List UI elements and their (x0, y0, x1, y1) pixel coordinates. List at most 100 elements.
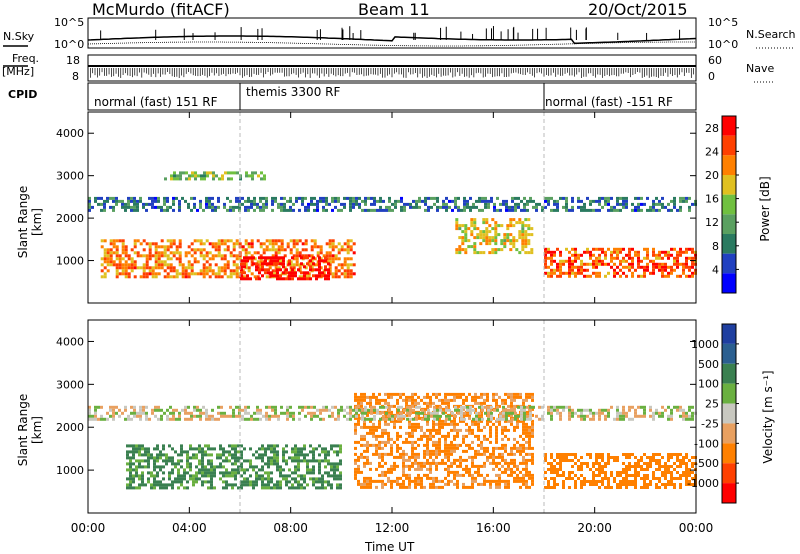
power-cell (298, 208, 301, 212)
velocity-cell (691, 417, 694, 421)
velocity-cell (432, 422, 435, 426)
velocity-cell (456, 473, 459, 477)
power-cell (307, 272, 311, 276)
velocity-cell (147, 456, 150, 460)
velocity-cell (456, 470, 459, 474)
power-cell (271, 202, 274, 206)
power-cell (527, 227, 531, 231)
power-cell (289, 266, 293, 270)
power-cell (190, 248, 194, 252)
velocity-cell (174, 450, 177, 454)
velocity-cell (435, 461, 438, 465)
power-cell (306, 271, 309, 275)
velocity-cell (297, 468, 300, 472)
power-cell (352, 196, 355, 200)
velocity-cell (429, 476, 432, 480)
power-cell (277, 245, 281, 249)
power-cell (226, 263, 230, 267)
velocity-cell (628, 462, 631, 465)
power-cell (252, 256, 255, 260)
power-cell (652, 247, 655, 251)
velocity-cell (327, 480, 330, 484)
power-cell (280, 248, 284, 252)
velocity-cell (297, 465, 300, 469)
velocity-cell (177, 468, 180, 472)
velocity-cell (444, 419, 447, 423)
velocity-cell (201, 471, 204, 475)
power-cell (571, 268, 574, 272)
velocity-cell (186, 486, 189, 490)
velocity-cell (319, 411, 322, 415)
power-cell (655, 196, 658, 200)
power-cell (214, 263, 218, 267)
velocity-cell (471, 461, 474, 465)
power-cell (230, 177, 233, 181)
power-cell (136, 266, 140, 270)
power-cell (258, 256, 261, 260)
velocity-cell (462, 485, 465, 489)
velocity-cell (685, 480, 688, 483)
power-cell (325, 196, 328, 200)
velocity-cell (357, 482, 360, 486)
velocity-cell (363, 476, 366, 480)
power-cell (454, 199, 457, 203)
power-cell (103, 260, 107, 264)
velocity-cell (186, 456, 189, 460)
velocity-cell (501, 425, 504, 429)
power-cell (610, 196, 613, 200)
velocity-cell (336, 450, 339, 454)
velocity-cell (177, 477, 180, 481)
velocity-cell (399, 452, 402, 456)
velocity-cell (571, 477, 574, 480)
velocity-cell (529, 408, 532, 412)
power-cell (664, 268, 667, 272)
velocity-cell (556, 471, 559, 474)
velocity-cell (150, 483, 153, 487)
velocity-cell (438, 479, 441, 483)
power-cell (482, 236, 486, 240)
velocity-cell (466, 405, 469, 409)
velocity-cell (339, 450, 342, 454)
velocity-cell (315, 447, 318, 451)
velocity-cell (390, 437, 393, 441)
power-cell (247, 205, 250, 209)
power-cell (511, 196, 514, 200)
power-cell (328, 254, 332, 258)
cpid-panel-frame (87, 82, 697, 111)
power-cell (476, 251, 480, 255)
velocity-cell (510, 473, 513, 477)
velocity-cell (282, 447, 285, 451)
velocity-cell (195, 456, 198, 460)
velocity-cell (375, 425, 378, 429)
velocity-cell (417, 482, 420, 486)
velocity-cell (628, 408, 631, 412)
velocity-cell (550, 411, 553, 415)
power-cell (586, 250, 589, 254)
velocity-cell (688, 474, 691, 477)
power-cell (370, 196, 373, 200)
power-colorbar-swatch (722, 116, 736, 136)
power-cell (170, 174, 173, 178)
velocity-cell (180, 450, 183, 454)
velocity-cell (655, 477, 658, 480)
velocity-cell (219, 465, 222, 469)
velocity-cell (414, 452, 417, 456)
power-cell (220, 275, 224, 279)
velocity-cell (477, 395, 480, 399)
power-cell (589, 199, 592, 203)
velocity-cell (664, 465, 667, 468)
velocity-cell (135, 444, 138, 448)
power-cell (136, 251, 140, 255)
velocity-cell (399, 476, 402, 480)
velocity-cell (192, 474, 195, 478)
velocity-cell (670, 453, 673, 456)
velocity-cell (616, 411, 619, 415)
velocity-cell (661, 471, 664, 474)
power-cell (270, 262, 273, 266)
velocity-cell (294, 447, 297, 451)
power-cell (403, 202, 406, 206)
power-cell (637, 256, 640, 260)
power-cell (217, 239, 221, 243)
velocity-cell (315, 480, 318, 484)
velocity-cell (375, 443, 378, 447)
